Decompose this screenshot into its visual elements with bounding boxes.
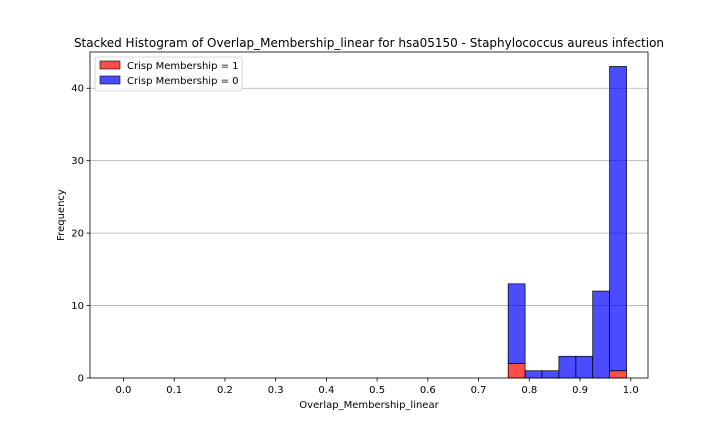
legend-swatch-crisp-0 bbox=[99, 75, 121, 85]
bar-series-1-bin-6 bbox=[609, 66, 627, 372]
bar-series-1-bin-3 bbox=[558, 355, 577, 379]
bar-series-1-bin-4 bbox=[575, 355, 594, 379]
x-tick-label: 0.0 bbox=[116, 385, 132, 396]
bars bbox=[507, 66, 627, 379]
bar-series-1-bin-5 bbox=[592, 290, 610, 379]
x-tick-label: 0.9 bbox=[572, 385, 588, 396]
legend-box bbox=[94, 56, 243, 92]
bar-series-1-bin-0 bbox=[507, 283, 526, 364]
legend-swatch-crisp-1 bbox=[99, 60, 121, 70]
bar-series-0-bin-6 bbox=[609, 370, 627, 379]
x-tick-label: 0.2 bbox=[217, 385, 233, 396]
x-axis-ticks: 0.0 0.1 0.2 0.3 0.4 0.5 0.6 0.7 0.8 0.9 1.0 bbox=[116, 378, 639, 396]
x-tick-label: 0.5 bbox=[369, 385, 385, 396]
x-tick-label: 0.4 bbox=[318, 385, 334, 396]
x-tick-label: 0.1 bbox=[166, 385, 182, 396]
legend-label-crisp-0: Crisp Membership = 0 bbox=[127, 76, 239, 87]
plot-frame bbox=[89, 51, 649, 379]
y-axis-ticks: 0 10 20 30 40 bbox=[71, 84, 90, 385]
legend: Crisp Membership = 1 Crisp Membership = … bbox=[94, 56, 243, 92]
y-tick-label: 20 bbox=[71, 229, 84, 240]
legend-label-crisp-1: Crisp Membership = 1 bbox=[127, 61, 239, 72]
y-tick-label: 10 bbox=[71, 301, 84, 312]
bar-series-1-bin-2 bbox=[541, 370, 560, 379]
x-tick-label: 0.3 bbox=[268, 385, 284, 396]
y-tick-label: 30 bbox=[71, 156, 84, 167]
x-axis-label: Overlap_Membership_linear bbox=[299, 400, 439, 411]
bar-series-0-bin-0 bbox=[507, 363, 526, 379]
x-tick-label: 0.6 bbox=[420, 385, 436, 396]
y-axis-label: Frequency bbox=[56, 189, 67, 241]
x-tick-label: 0.7 bbox=[471, 385, 487, 396]
x-tick-label: 0.8 bbox=[521, 385, 537, 396]
y-tick-label: 40 bbox=[71, 84, 84, 95]
x-tick-label: 1.0 bbox=[623, 385, 639, 396]
y-tick-label: 0 bbox=[78, 374, 84, 385]
chart-title: Stacked Histogram of Overlap_Membership_… bbox=[74, 36, 664, 50]
grid-lines bbox=[90, 87, 648, 306]
bar-series-1-bin-1 bbox=[524, 370, 543, 379]
